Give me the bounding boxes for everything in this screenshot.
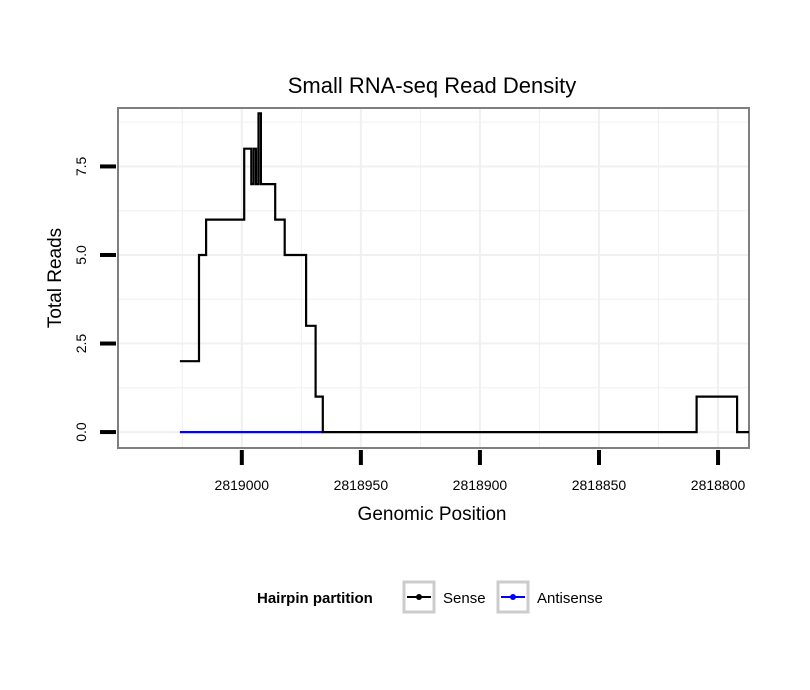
y-tick-label: 5.0 [73,245,89,265]
series-line-sense [179,112,749,434]
x-tick-label: 2818800 [691,477,746,493]
x-tick-label: 2818950 [334,477,389,493]
y-tick-label: 7.5 [73,156,89,176]
y-tick-label: 0.0 [73,422,89,442]
x-tick-label: 2818900 [453,477,508,493]
legend-key-antisense-dot [510,594,516,600]
legend-title: Hairpin partition [257,590,373,607]
series-layer [179,112,749,434]
legend-key-sense-dot [416,594,422,600]
x-tick-label: 2819000 [215,477,270,493]
plot-panel-border [117,107,750,449]
x-axis-title: Genomic Position [358,504,507,525]
axes: 2819000 2818950 2818900 2818850 2818800 0.0 2.… [73,156,746,493]
x-tick-label: 2818850 [572,477,627,493]
grid [118,108,749,448]
chart-title: Small RNA-seq Read Density [288,73,577,98]
legend-label-sense: Sense [443,590,486,607]
y-axis-title: Total Reads [45,228,66,328]
legend-label-antisense: Antisense [537,590,603,607]
legend: Hairpin partition Sense Antisense [257,580,603,614]
y-tick-label: 2.5 [73,334,89,354]
